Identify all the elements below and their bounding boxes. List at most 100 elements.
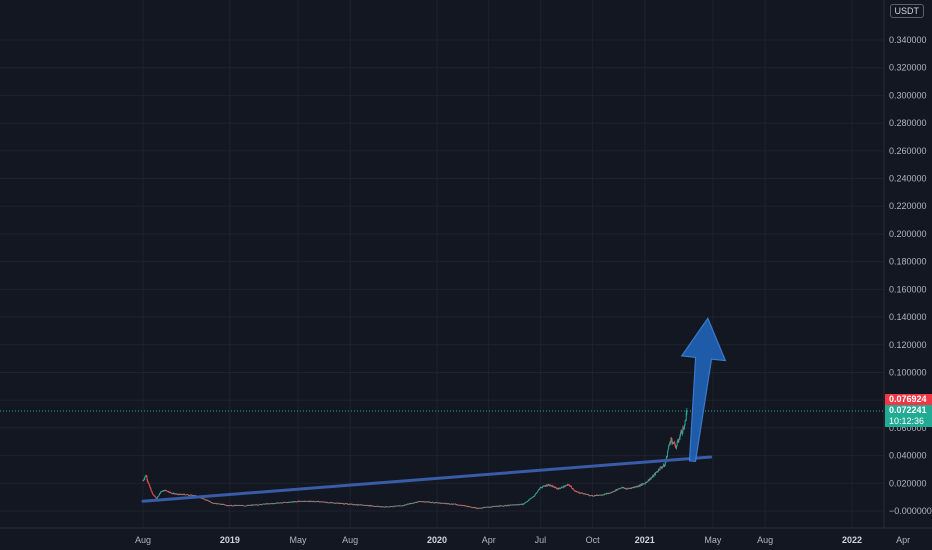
candle-body (333, 502, 335, 504)
time-axis[interactable]: Aug 2019 May Aug 2020 Apr Jul Oct 2021 May Aug 2022… (0, 527, 932, 545)
candle-body (178, 494, 180, 496)
trend-line[interactable] (141, 455, 713, 503)
price-tick-label: −0.000000 (889, 506, 932, 516)
candle-body (466, 505, 468, 507)
candle-body (370, 505, 372, 507)
candle-body (565, 485, 567, 487)
candle-body (520, 504, 521, 506)
candle-body (317, 501, 319, 502)
candle-body (164, 490, 166, 492)
time-tick-label: 2019 (220, 535, 240, 545)
candle-body (585, 493, 587, 495)
candle-body (452, 503, 454, 505)
candle-body (296, 501, 298, 503)
candle-body (329, 502, 331, 504)
candle-body (256, 504, 257, 506)
candle-body (606, 493, 608, 495)
candle-body (168, 492, 170, 493)
candle-body (348, 504, 349, 506)
candle-body (271, 503, 273, 505)
candle-body (149, 485, 151, 488)
candle-body (573, 489, 575, 491)
candle-body (162, 490, 164, 492)
candle-body (519, 504, 521, 506)
candle-body (285, 502, 286, 503)
candle-body (492, 506, 494, 508)
last-price-tag: 0.072241 10:12:36 (885, 405, 932, 427)
candle-body (542, 485, 544, 487)
candle-body (524, 503, 525, 505)
candle-body (638, 486, 640, 487)
candle-body (180, 493, 181, 495)
candle-body (599, 494, 601, 496)
candle-body (173, 493, 175, 495)
candle-body (214, 503, 216, 504)
candle-body (450, 504, 452, 505)
candle-body (215, 503, 217, 504)
candle-body (429, 502, 431, 503)
candle-body (611, 491, 613, 493)
candle-body (411, 503, 412, 505)
candle-body (473, 507, 475, 509)
price-tick-label: 0.220000 (889, 201, 927, 211)
candle-body (268, 503, 270, 505)
arrow-drawing[interactable] (680, 317, 727, 463)
candle-body (345, 503, 347, 505)
candle-body (619, 488, 621, 489)
candle-body (512, 504, 514, 506)
candle-body (644, 483, 646, 485)
candle-body (423, 501, 425, 503)
candle-body (157, 496, 159, 497)
candle-body (467, 505, 469, 507)
candle-body (580, 492, 582, 494)
candle-body (509, 504, 511, 506)
candle-body (392, 506, 394, 508)
candle-body (248, 505, 250, 506)
candle-body (450, 503, 452, 505)
candle-body (508, 504, 510, 506)
price-tick-label: 0.160000 (889, 284, 927, 294)
time-tick-label: Aug (757, 535, 773, 545)
candle-body (315, 501, 317, 503)
candle-body (277, 502, 278, 504)
candle-body (558, 488, 559, 490)
candle-body (311, 501, 313, 503)
candle-body (367, 505, 369, 507)
candle-body (441, 503, 443, 504)
candle-body (657, 471, 659, 473)
candle-body (631, 487, 633, 489)
candle-body (659, 469, 661, 471)
candle-body (529, 499, 531, 501)
candle-body (359, 504, 361, 506)
currency-badge[interactable]: USDT (889, 4, 924, 18)
candle-body (322, 501, 324, 503)
candle-body (182, 494, 184, 496)
candle-body (313, 500, 315, 502)
candle-body (596, 494, 598, 496)
candle-body (396, 505, 398, 507)
candle-body (243, 505, 244, 507)
price-axis[interactable]: 0.340000 0.320000 0.300000 0.280000 0.260000… (883, 0, 932, 550)
candle-body (586, 494, 588, 495)
candle-body (656, 471, 658, 473)
candle-body (378, 506, 380, 507)
candle-body (457, 504, 458, 506)
candle-body (303, 501, 305, 502)
candle-body (408, 503, 410, 505)
candle-body (246, 505, 248, 507)
candle-body (208, 501, 210, 502)
candle-body (616, 489, 618, 491)
candle-body (262, 503, 264, 505)
candle-body (567, 484, 569, 486)
candle-body (436, 502, 438, 504)
candle-body (249, 505, 251, 506)
candle-body (215, 503, 217, 505)
candle-body (190, 494, 192, 496)
candle-body (224, 504, 226, 506)
candle-body (373, 506, 374, 507)
drawings-layer[interactable] (141, 317, 727, 503)
candle-body (164, 489, 166, 492)
candle-body (358, 504, 360, 506)
